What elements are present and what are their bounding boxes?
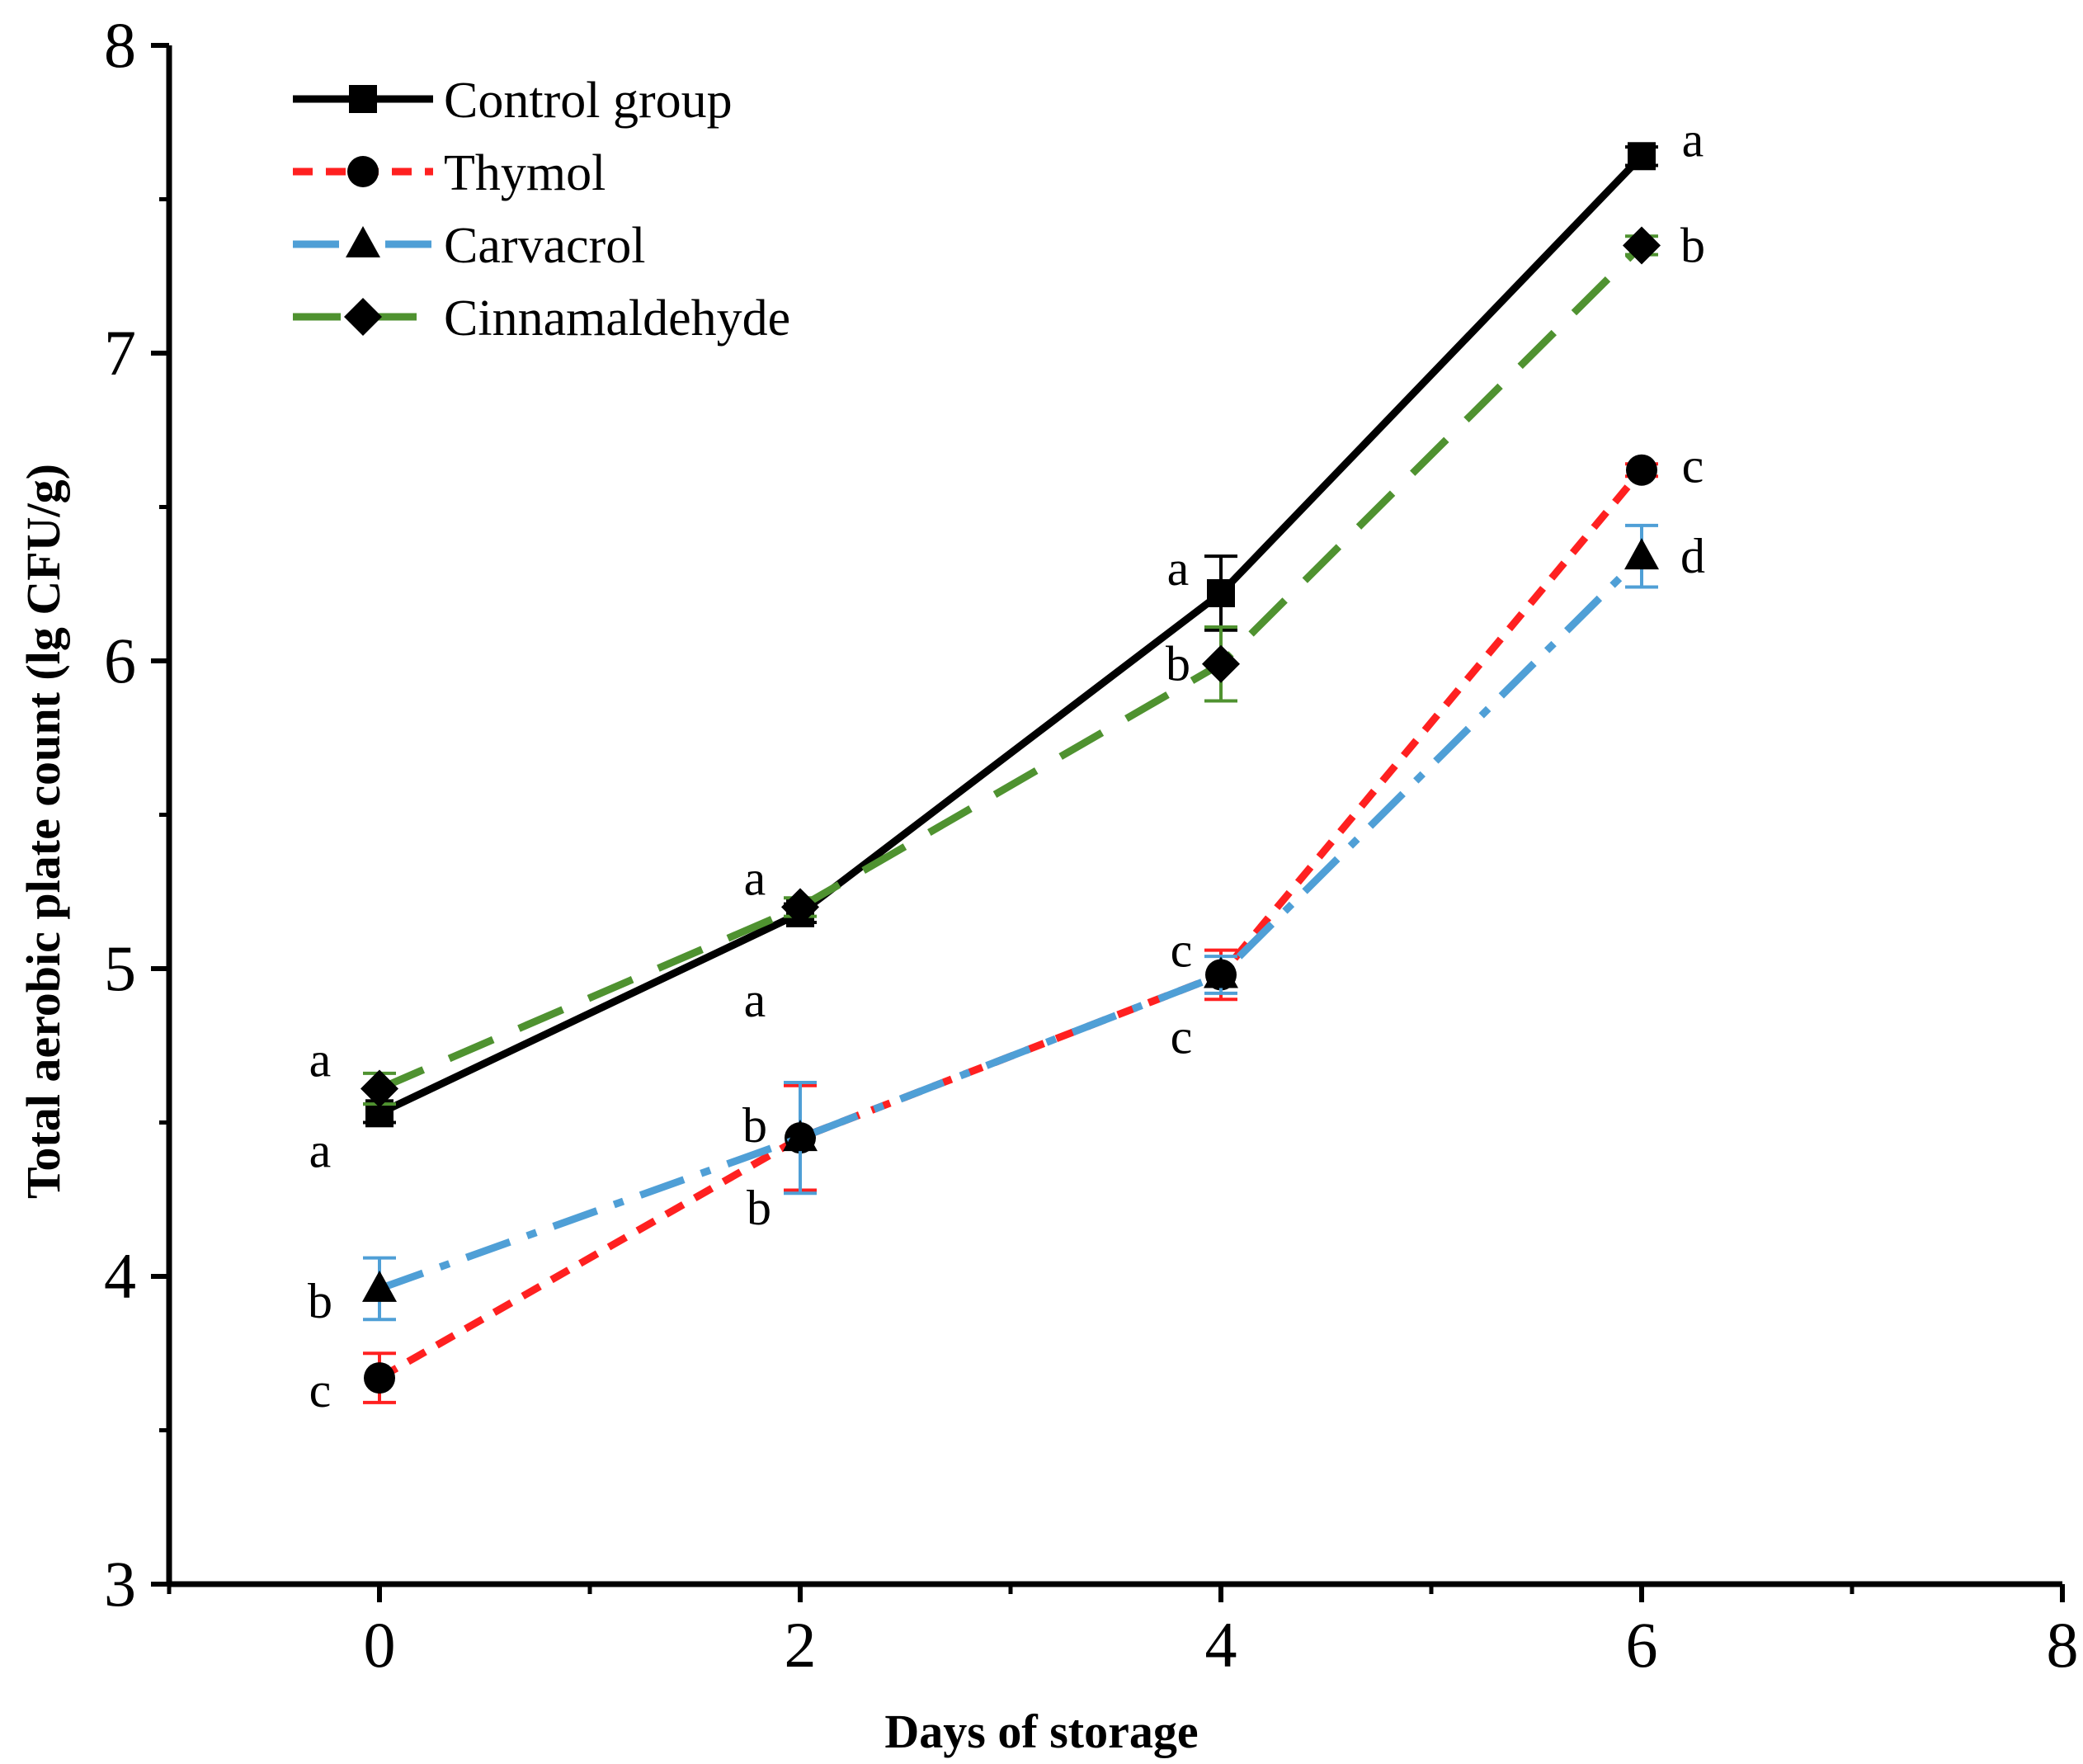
square-marker bbox=[1207, 578, 1235, 607]
axes: 3 4 5 6 7 8 0 2 4 6 8 bbox=[104, 9, 2079, 1681]
square-marker bbox=[349, 85, 377, 113]
legend: Control group Thymol Carvacrol Cinnamaldehy… bbox=[293, 73, 790, 347]
legend-entry: Carvacrol bbox=[293, 218, 645, 274]
legend-entry: Control group bbox=[293, 73, 733, 129]
diamond-marker bbox=[361, 1069, 398, 1108]
legend-label: Cinnamaldehyde bbox=[444, 290, 790, 347]
triangle-marker bbox=[346, 226, 380, 257]
diamond-marker bbox=[344, 298, 382, 336]
y-tick-label: 6 bbox=[104, 625, 136, 696]
significance-letter: a bbox=[744, 851, 766, 905]
y-tick-label: 3 bbox=[104, 1548, 136, 1620]
significance-letter: a bbox=[744, 973, 766, 1027]
diamond-marker bbox=[1623, 226, 1661, 265]
diamond-marker bbox=[1202, 644, 1240, 683]
x-tick-label: 0 bbox=[364, 1609, 396, 1681]
series-thymol bbox=[363, 454, 1658, 1404]
series-line bbox=[378, 243, 1645, 1092]
series-line bbox=[378, 553, 1645, 1293]
circle-marker bbox=[1626, 454, 1657, 486]
legend-entry: Cinnamaldehyde bbox=[293, 290, 790, 347]
y-tick-label: 8 bbox=[104, 9, 136, 81]
triangle-marker bbox=[1204, 956, 1238, 988]
significance-letter: b bbox=[1166, 637, 1190, 691]
square-marker bbox=[1628, 142, 1656, 171]
x-tick-label: 6 bbox=[1626, 1609, 1658, 1681]
circle-marker bbox=[364, 1362, 395, 1394]
significance-letter: b bbox=[1680, 218, 1705, 272]
x-tick-label: 8 bbox=[2047, 1609, 2079, 1681]
x-axis-title: Days of storage bbox=[884, 1705, 1198, 1758]
significance-letter: a bbox=[309, 1032, 332, 1087]
legend-label: Thymol bbox=[444, 145, 606, 201]
y-tick-label: 5 bbox=[104, 932, 136, 1004]
significance-letter: c bbox=[1171, 1009, 1193, 1064]
triangle-marker bbox=[362, 1270, 397, 1302]
series-line bbox=[377, 467, 1645, 1381]
x-tick-label: 4 bbox=[1205, 1609, 1237, 1681]
significance-letter: a bbox=[309, 1123, 332, 1177]
significance-letter: c bbox=[1682, 439, 1704, 493]
significance-letter: b bbox=[308, 1274, 332, 1328]
y-tick-label: 4 bbox=[104, 1240, 136, 1312]
series-carvacrol bbox=[362, 523, 1659, 1322]
legend-entry: Thymol bbox=[293, 145, 606, 201]
significance-letter: d bbox=[1680, 529, 1705, 583]
series-cinnamaldehyde bbox=[361, 226, 1661, 1108]
triangle-marker bbox=[783, 1120, 818, 1152]
legend-label: Carvacrol bbox=[444, 218, 645, 274]
significance-letter: a bbox=[1682, 112, 1704, 167]
significance-letter: a bbox=[1167, 541, 1190, 596]
y-tick-label: 7 bbox=[104, 317, 136, 389]
series-line bbox=[378, 153, 1645, 1117]
x-tick-label: 2 bbox=[785, 1609, 817, 1681]
plot-area bbox=[361, 142, 1661, 1404]
significance-letter: c bbox=[1171, 922, 1193, 977]
significance-letter: b bbox=[747, 1181, 771, 1235]
legend-label: Control group bbox=[444, 73, 733, 129]
triangle-marker bbox=[1624, 538, 1659, 570]
significance-letter: b bbox=[742, 1098, 767, 1153]
diamond-marker bbox=[781, 888, 819, 927]
circle-marker bbox=[347, 156, 379, 187]
significance-letter: c bbox=[309, 1363, 332, 1417]
y-axis-title: Total aerobic plate count (lg CFU/g) bbox=[16, 464, 70, 1199]
